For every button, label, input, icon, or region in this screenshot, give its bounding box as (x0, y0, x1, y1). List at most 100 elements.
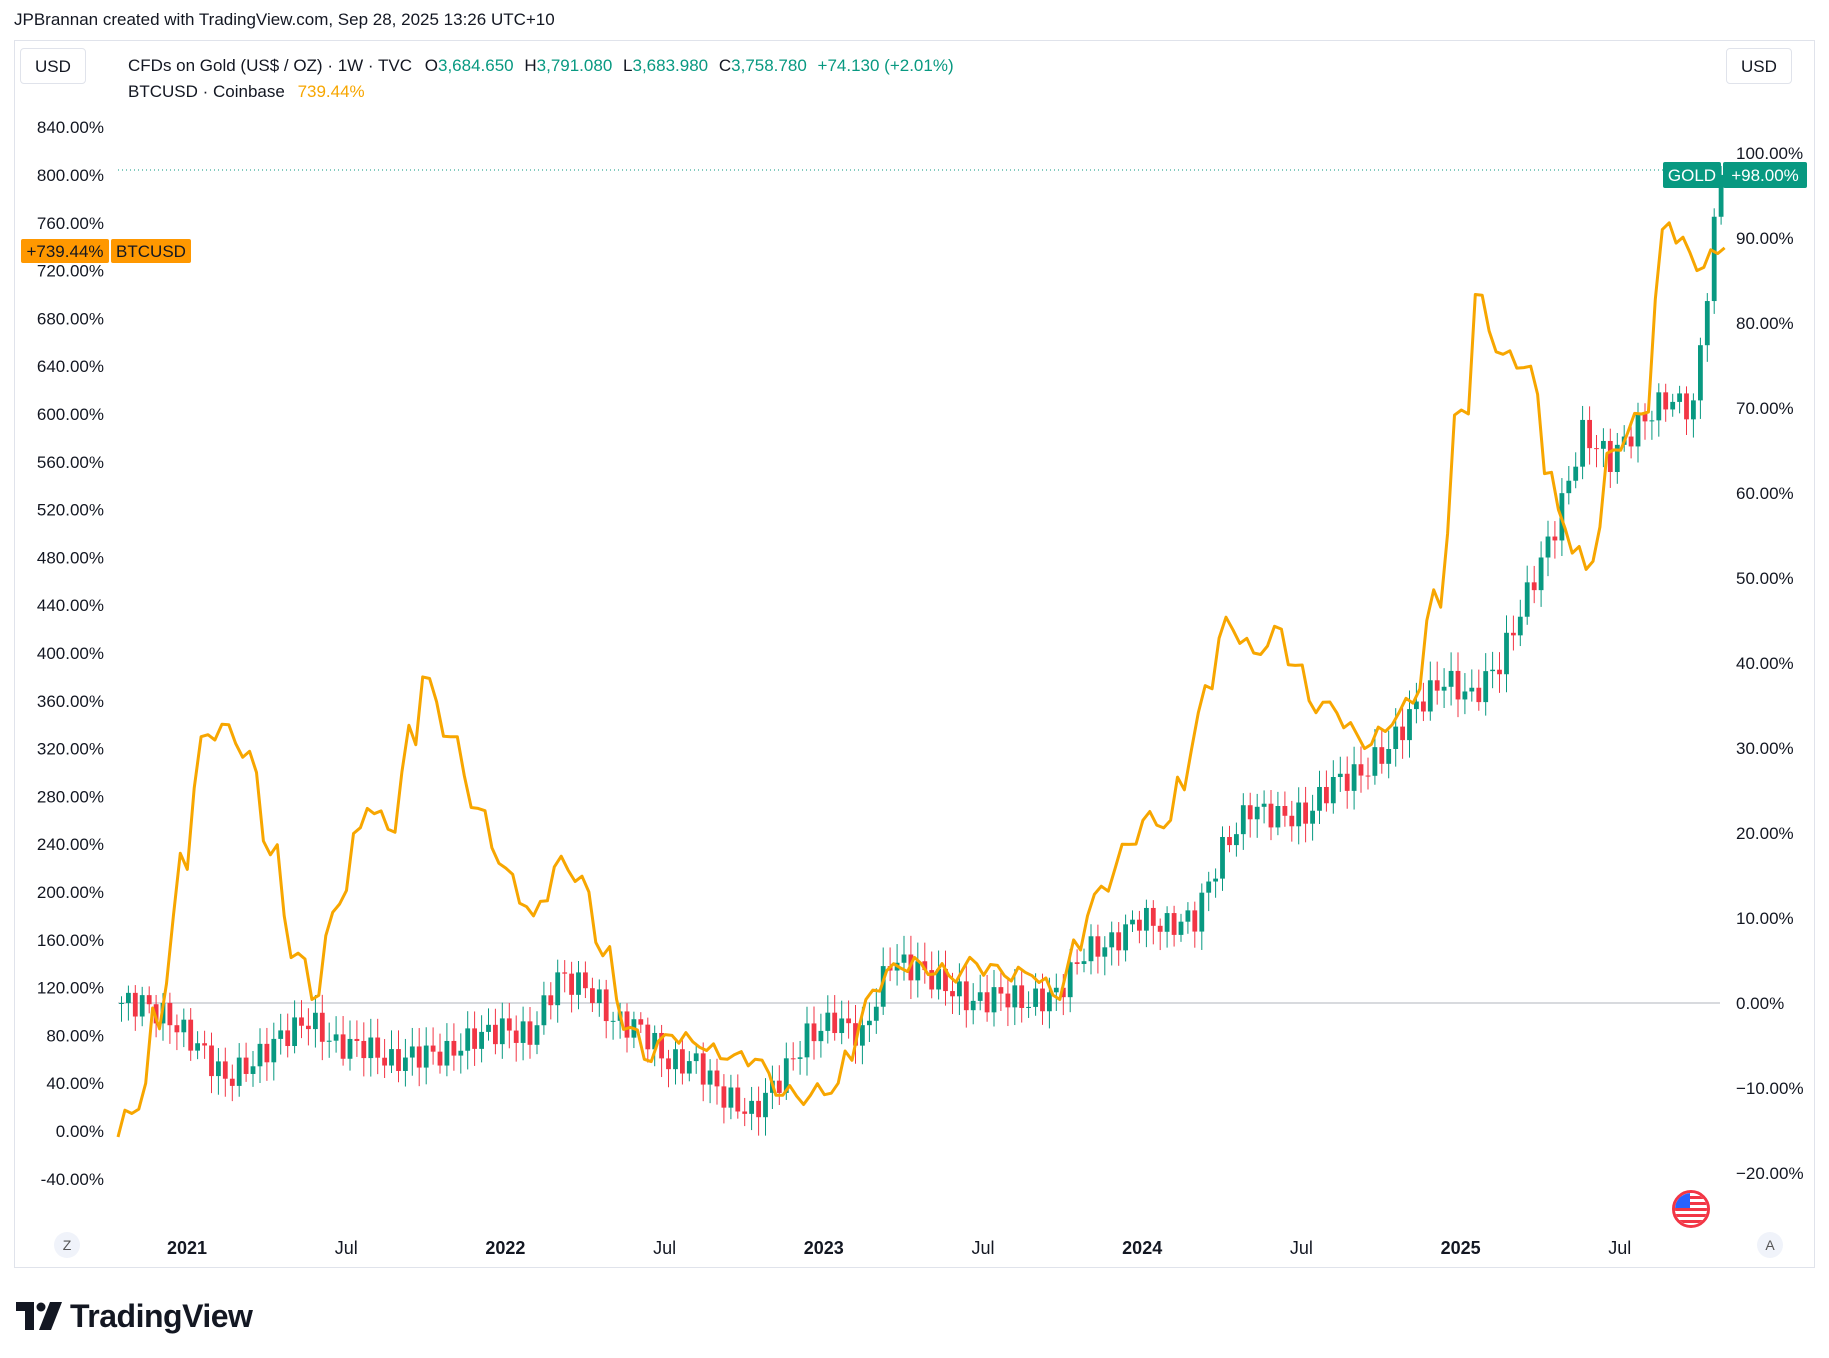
gold-candle (257, 1028, 263, 1083)
zoom-corner-button[interactable]: Z (54, 1232, 80, 1258)
gold-candle (285, 1013, 291, 1058)
gold-candle (735, 1074, 741, 1119)
gold-candle (506, 1002, 512, 1049)
left-tick-label: 280.00% (37, 787, 104, 806)
gold-candle (1261, 790, 1267, 824)
left-axis[interactable]: 840.00% 800.00% 760.00% 720.00% 680.00% 640.0… (37, 118, 104, 1189)
gold-candle (513, 1015, 519, 1062)
gold-candle (409, 1027, 415, 1076)
time-tick-label: Jul (335, 1238, 358, 1258)
gold-candle (811, 1006, 817, 1060)
gold-candle (396, 1030, 401, 1083)
tradingview-logo[interactable]: TradingView (16, 1296, 253, 1336)
us-flag-icon[interactable] (1672, 1190, 1710, 1228)
gold-badge-value: +98.00% (1731, 166, 1799, 185)
gold-candle (472, 1011, 477, 1066)
gold-candle (707, 1059, 713, 1104)
gold-candle (1511, 615, 1516, 651)
right-tick-label: −10.00% (1736, 1079, 1804, 1098)
right-tick-label: 20.00% (1736, 824, 1794, 843)
gold-candle (1005, 977, 1011, 1027)
gold-candle (1234, 822, 1239, 857)
gold-candle (1642, 403, 1648, 440)
gold-candle (1531, 565, 1537, 604)
gold-candle (451, 1023, 457, 1071)
time-tick-label: 2021 (167, 1238, 207, 1258)
gold-candle (1053, 973, 1059, 1011)
gold-candle (977, 974, 983, 1011)
gold-candle (222, 1047, 228, 1097)
gold-candle (1220, 826, 1225, 891)
gold-candle (562, 960, 568, 993)
gold-candle (340, 1016, 346, 1066)
gold-candle (423, 1027, 429, 1085)
gold-candle (430, 1027, 436, 1065)
gold-candle (1504, 615, 1509, 693)
time-tick-label: 2024 (1122, 1238, 1162, 1258)
gold-candle (1081, 948, 1087, 973)
gold-candle (1469, 669, 1475, 702)
gold-candle (1628, 425, 1634, 459)
gold-candle (264, 1027, 270, 1081)
right-tick-label: 10.00% (1736, 909, 1794, 928)
gold-candle (306, 1008, 311, 1046)
time-axis[interactable]: 2021 Jul 2022 Jul 2023 Jul 2024 Jul 2025 Jul (167, 1238, 1631, 1258)
right-tick-label: 0.00% (1736, 994, 1784, 1013)
gold-candle (693, 1042, 699, 1074)
gold-candle (686, 1051, 692, 1082)
gold-candle (479, 1015, 484, 1063)
gold-candle (749, 1086, 754, 1131)
gold-candle (375, 1018, 381, 1075)
gold-candle (1656, 383, 1662, 437)
gold-candle (790, 1042, 796, 1071)
left-tick-label: 800.00% (37, 166, 104, 185)
left-tick-label: 560.00% (37, 453, 104, 472)
gold-candle (181, 1008, 187, 1048)
gold-candle (1684, 386, 1689, 436)
gold-candle (1483, 653, 1489, 716)
btc-legend-row[interactable]: BTCUSD · Coinbase 739.44% (128, 79, 954, 105)
gold-candle (825, 995, 831, 1044)
gold-candle (1185, 902, 1191, 934)
gold-candle (1213, 868, 1218, 898)
gold-candle (1670, 393, 1676, 417)
gold-candle (666, 1049, 671, 1088)
right-tick-label: 40.00% (1736, 654, 1794, 673)
right-currency-button[interactable]: USD (1726, 48, 1792, 84)
gold-candle (139, 986, 145, 1027)
time-tick-label: Jul (653, 1238, 676, 1258)
left-tick-label: 160.00% (37, 931, 104, 950)
gold-candle (1573, 452, 1579, 489)
left-tick-label: 520.00% (37, 501, 104, 520)
gold-candle (1497, 652, 1502, 693)
tradingview-logo-icon (16, 1302, 62, 1330)
right-axis[interactable]: 100.00% 90.00% 80.00% 70.00% 60.00% 50.00% 40.… (1736, 144, 1804, 1183)
gold-candle (299, 1000, 304, 1039)
gold-candle (1441, 668, 1447, 708)
gold-candle (132, 985, 138, 1031)
gold-candle (1310, 794, 1315, 841)
gold-candle (188, 1008, 194, 1061)
btc-line (116, 221, 1726, 1138)
btc-badge-value: +739.44% (26, 242, 103, 261)
gold-candle (832, 995, 838, 1041)
right-tick-label: 70.00% (1736, 399, 1794, 418)
gold-candle (936, 950, 941, 1000)
gold-candle (659, 1024, 664, 1078)
gold-candle (119, 996, 124, 1022)
gold-candle (146, 986, 152, 1014)
gold-legend-row[interactable]: CFDs on Gold (US$ / OZ) · 1W · TVC O3,68… (128, 53, 954, 79)
gold-candles (119, 165, 1724, 1136)
gold-candle (1566, 465, 1572, 505)
gold-candle (465, 1011, 471, 1070)
time-tick-label: Jul (1290, 1238, 1313, 1258)
gold-candle (1164, 906, 1170, 948)
gold-candle (680, 1039, 685, 1085)
gold-candle (313, 995, 318, 1048)
auto-scale-button[interactable]: A (1757, 1232, 1783, 1258)
left-currency-button[interactable]: USD (20, 48, 86, 84)
gold-candle (555, 959, 561, 1023)
btc-badge: +739.44% BTCUSD (21, 239, 191, 263)
right-tick-label: −20.00% (1736, 1164, 1804, 1183)
